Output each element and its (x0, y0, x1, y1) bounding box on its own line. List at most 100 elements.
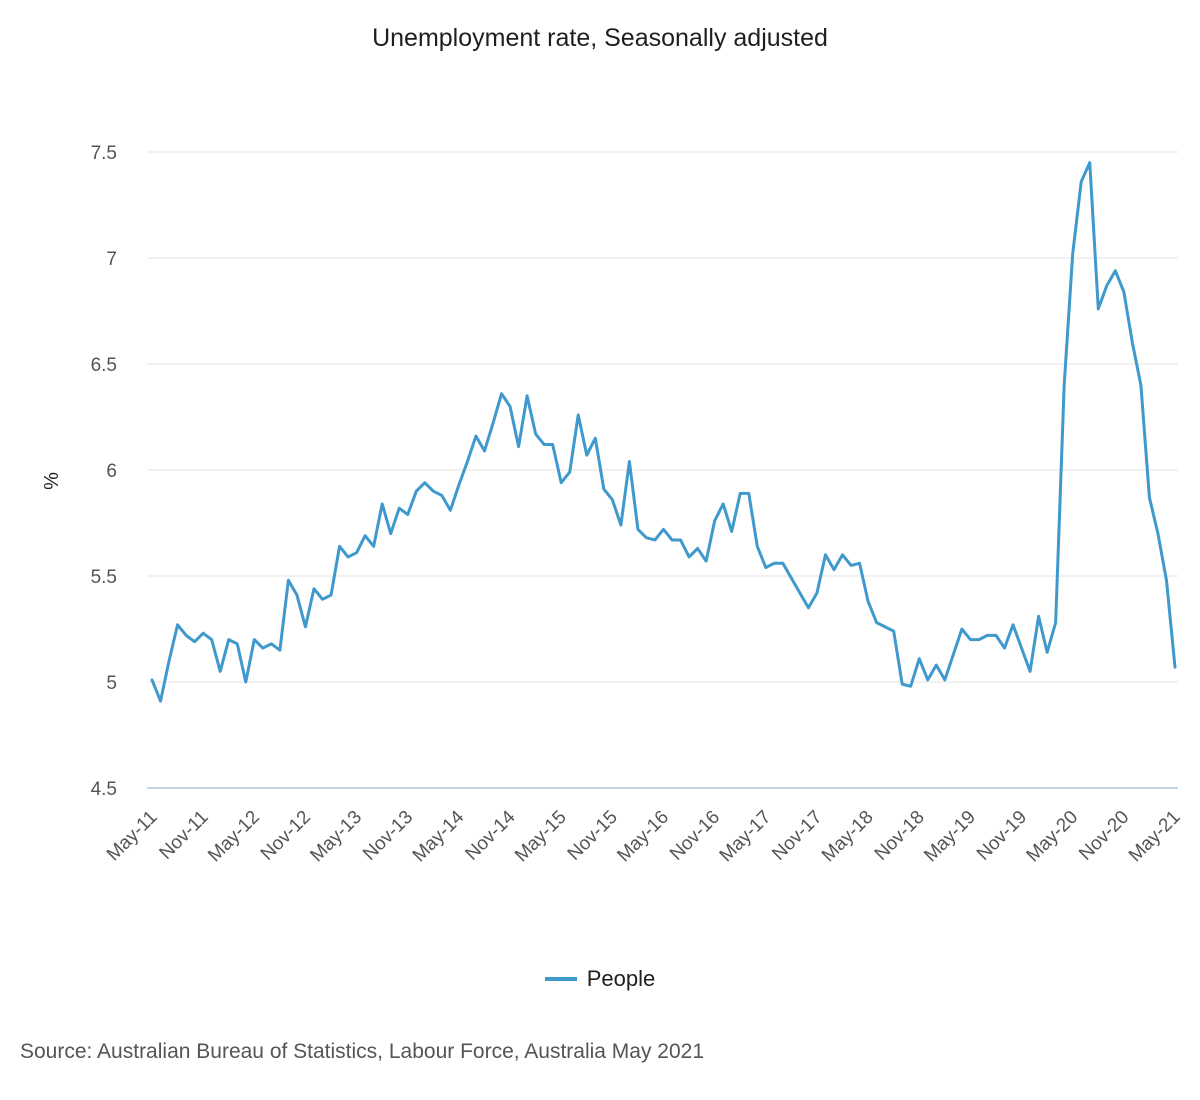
data-point (168, 659, 171, 662)
data-point (517, 445, 520, 448)
data-point (261, 647, 264, 650)
data-point (381, 502, 384, 505)
data-point (509, 405, 512, 408)
data-point (551, 443, 554, 446)
x-tick-label: May-11 (103, 807, 162, 866)
data-point (628, 460, 631, 463)
x-tick-label: May-19 (920, 807, 980, 867)
data-point (219, 670, 222, 673)
data-point (483, 449, 486, 452)
data-point (500, 392, 503, 395)
data-point (986, 634, 989, 637)
y-tick-label: 6.5 (91, 355, 117, 376)
data-point (321, 598, 324, 601)
data-point (210, 638, 213, 641)
data-point (1139, 384, 1142, 387)
legend-swatch (544, 977, 577, 981)
data-point (790, 577, 793, 580)
series-line-people (150, 161, 1177, 703)
data-point (355, 551, 358, 554)
data-point (969, 638, 972, 641)
y-tick-label: 7.5 (91, 143, 117, 164)
data-point (534, 432, 537, 435)
data-point (577, 413, 580, 416)
data-point (193, 640, 196, 643)
data-point (901, 683, 904, 686)
x-tick-label: May-17 (716, 807, 776, 867)
source-note: Source: Australian Bureau of Statistics,… (20, 1040, 705, 1063)
data-point (909, 685, 912, 688)
data-point (304, 625, 307, 628)
x-tick-label: Nov-20 (1075, 807, 1133, 865)
data-point (892, 630, 895, 633)
data-point (457, 483, 460, 486)
data-point (1148, 496, 1151, 499)
data-point (841, 553, 844, 556)
data-point (415, 490, 418, 493)
x-tick-label: May-18 (818, 807, 878, 867)
data-point (705, 560, 708, 563)
data-point (1020, 647, 1023, 650)
x-tick-label: Nov-16 (666, 807, 724, 865)
data-point (440, 494, 443, 497)
data-point (449, 509, 452, 512)
data-point (653, 538, 656, 541)
data-point (1046, 651, 1049, 654)
chart-legend: People (0, 966, 1200, 992)
data-point (287, 579, 290, 582)
data-point (1037, 615, 1040, 618)
x-tick-label: May-12 (204, 807, 264, 867)
data-point (602, 488, 605, 491)
data-point (960, 628, 963, 631)
data-point (1071, 252, 1074, 255)
data-point (466, 460, 469, 463)
data-point (730, 530, 733, 533)
x-tick-label: Nov-13 (359, 807, 417, 865)
data-point (807, 606, 810, 609)
y-tick-label: 6 (106, 461, 117, 482)
data-point (1131, 341, 1134, 344)
data-point (824, 553, 827, 556)
data-point (739, 492, 742, 495)
data-point (1088, 161, 1091, 164)
y-axis-label: % (41, 472, 63, 490)
x-tick-label: Nov-11 (156, 807, 213, 864)
data-point (884, 625, 887, 628)
data-point (1003, 647, 1006, 650)
data-point (611, 498, 614, 501)
x-tick-label: Nov-18 (871, 807, 929, 865)
data-point (671, 538, 674, 541)
data-point (432, 490, 435, 493)
data-point (1012, 623, 1015, 626)
data-point (594, 437, 597, 440)
data-point (159, 700, 162, 703)
data-point (1165, 579, 1168, 582)
data-point (994, 634, 997, 637)
data-point (867, 600, 870, 603)
data-point (406, 513, 409, 516)
x-tick-label: Nov-17 (768, 807, 826, 865)
data-point (244, 681, 247, 684)
data-point (278, 649, 281, 652)
y-tick-label: 4.5 (91, 779, 117, 800)
data-point (935, 664, 938, 667)
data-point (713, 519, 716, 522)
data-point (185, 634, 188, 637)
y-tick-label: 7 (106, 249, 117, 270)
data-point (781, 562, 784, 565)
data-point (347, 555, 350, 558)
data-point (1114, 269, 1117, 272)
data-point (662, 528, 665, 531)
data-point (815, 591, 818, 594)
data-point (926, 678, 929, 681)
data-point (850, 564, 853, 567)
x-tick-label: May-13 (306, 807, 366, 867)
y-tick-label: 5.5 (91, 567, 117, 588)
data-point (585, 454, 588, 457)
data-point (492, 422, 495, 425)
data-point (918, 657, 921, 660)
data-point (1156, 532, 1159, 535)
data-point (202, 632, 205, 635)
data-point (1029, 670, 1032, 673)
data-point (227, 638, 230, 641)
